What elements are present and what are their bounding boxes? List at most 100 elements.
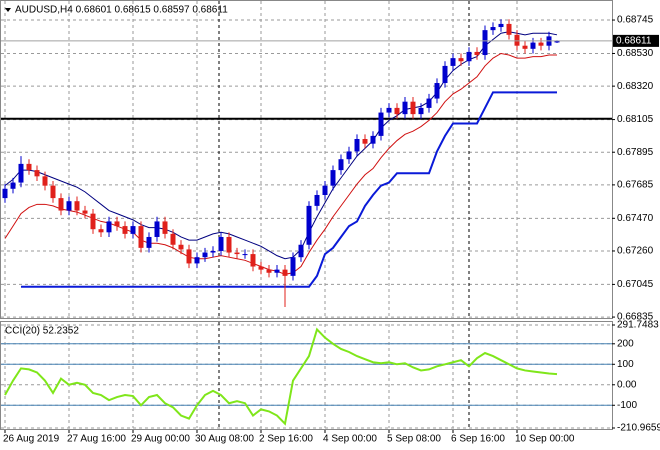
candle-body	[474, 51, 480, 56]
candle-body	[2, 188, 8, 199]
candle-body	[514, 34, 520, 46]
indicator-title: CCI(20) 52.2352	[5, 326, 79, 337]
candle-body	[90, 213, 96, 230]
candle-body	[82, 210, 88, 214]
candle-body	[274, 269, 280, 273]
candle-body	[322, 185, 328, 195]
candle-body	[370, 135, 376, 144]
candle-body	[282, 269, 288, 276]
candle-body	[418, 107, 424, 115]
candle-body	[402, 101, 408, 115]
y-tick-label: 0.68745	[617, 15, 654, 26]
candle-body	[290, 257, 296, 276]
candle-body	[426, 98, 432, 108]
candle-body	[258, 266, 264, 270]
candle-body	[114, 221, 120, 227]
candle-body	[58, 198, 64, 211]
candle-body	[218, 236, 224, 251]
candle-body	[378, 112, 384, 136]
candle-body	[210, 250, 216, 253]
candle-body	[306, 205, 312, 245]
y-tick-label: 0.68105	[617, 114, 654, 125]
x-tick-label: 10 Sep 00:00	[515, 434, 575, 445]
candle-body	[42, 176, 48, 186]
candle-body	[34, 170, 40, 177]
candle-body	[154, 221, 160, 237]
marks-layer: 0.68745 0.68530 0.68320 0.68105 0.67895 0.676…	[1, 15, 660, 445]
x-tick-label: 30 Aug 08:00	[195, 434, 254, 445]
candle-body	[314, 194, 320, 206]
candle-body	[538, 42, 544, 46]
candle-body	[130, 226, 136, 234]
candle-body	[506, 23, 512, 35]
candle-body	[10, 182, 16, 189]
y-tick-label: -100	[617, 400, 637, 411]
y-tick-label: 0.67895	[617, 147, 654, 158]
candle-body	[338, 159, 344, 171]
price-label: 0.68611	[616, 36, 652, 47]
candle-body	[122, 226, 128, 234]
candle-body	[466, 51, 472, 62]
x-tick-label: 26 Aug 2019	[3, 434, 60, 445]
candle-body	[554, 40, 560, 43]
y-tick-label: 200	[617, 338, 634, 349]
candle-body	[106, 221, 112, 233]
candle-body	[450, 58, 456, 66]
x-tick-label: 6 Sep 16:00	[451, 434, 505, 445]
candle-body	[498, 23, 504, 28]
y-tick-label: 0.00	[617, 379, 637, 390]
candle-body	[490, 27, 496, 31]
candle-body	[202, 252, 208, 258]
x-tick-label: 29 Aug 00:00	[131, 434, 190, 445]
indicator-line	[21, 91, 557, 288]
main-panel-frame	[0, 0, 613, 319]
y-tick-label: 0.67260	[617, 246, 654, 257]
candle-body	[354, 139, 360, 152]
symbol-menu-icon[interactable]	[5, 8, 11, 12]
x-tick-label: 2 Sep 16:00	[259, 434, 313, 445]
candle-body	[26, 163, 32, 171]
candle-body	[266, 269, 272, 273]
candle-body	[346, 151, 352, 160]
indicator-line	[4, 52, 557, 275]
candle-body	[162, 221, 168, 234]
y-tick-label: 0.68530	[617, 48, 654, 59]
candle-body	[442, 65, 448, 84]
candle-body	[226, 236, 232, 253]
y-tick-label: 0.67045	[617, 279, 654, 290]
candle-body	[146, 236, 152, 248]
y-tick-label: 291.7483	[617, 320, 659, 331]
cci-panel-frame	[0, 321, 613, 430]
candle-body	[50, 185, 56, 199]
chart-title: AUDUSD,H4 0.68601 0.68615 0.68597 0.6861…	[15, 5, 228, 16]
indicator-line	[4, 31, 558, 260]
candle-body	[18, 163, 24, 183]
y-tick-label: 100	[617, 359, 634, 370]
x-tick-label: 5 Sep 08:00	[387, 434, 441, 445]
y-tick-label: -210.9659	[617, 423, 660, 434]
candle-body	[330, 170, 336, 186]
candle-body	[458, 58, 464, 62]
candle-body	[298, 244, 304, 258]
y-tick-label: 0.66835	[617, 312, 654, 323]
candle-body	[234, 252, 240, 255]
candle-body	[194, 257, 200, 264]
candle-body	[66, 201, 72, 211]
candle-body	[138, 226, 144, 248]
candle-body	[386, 107, 392, 113]
x-tick-label: 27 Aug 16:00	[67, 434, 126, 445]
y-tick-label: 0.67685	[617, 180, 654, 191]
candle-body	[74, 201, 80, 211]
candle-body	[98, 229, 104, 233]
candle-body	[178, 244, 184, 250]
candle-body	[410, 101, 416, 115]
price-label-box	[613, 34, 659, 47]
candle-body	[186, 249, 192, 264]
candle-body	[434, 83, 440, 99]
candle-body	[394, 107, 400, 115]
x-tick-label: 4 Sep 00:00	[323, 434, 377, 445]
candle-body	[482, 30, 488, 56]
candle-body	[530, 42, 536, 49]
